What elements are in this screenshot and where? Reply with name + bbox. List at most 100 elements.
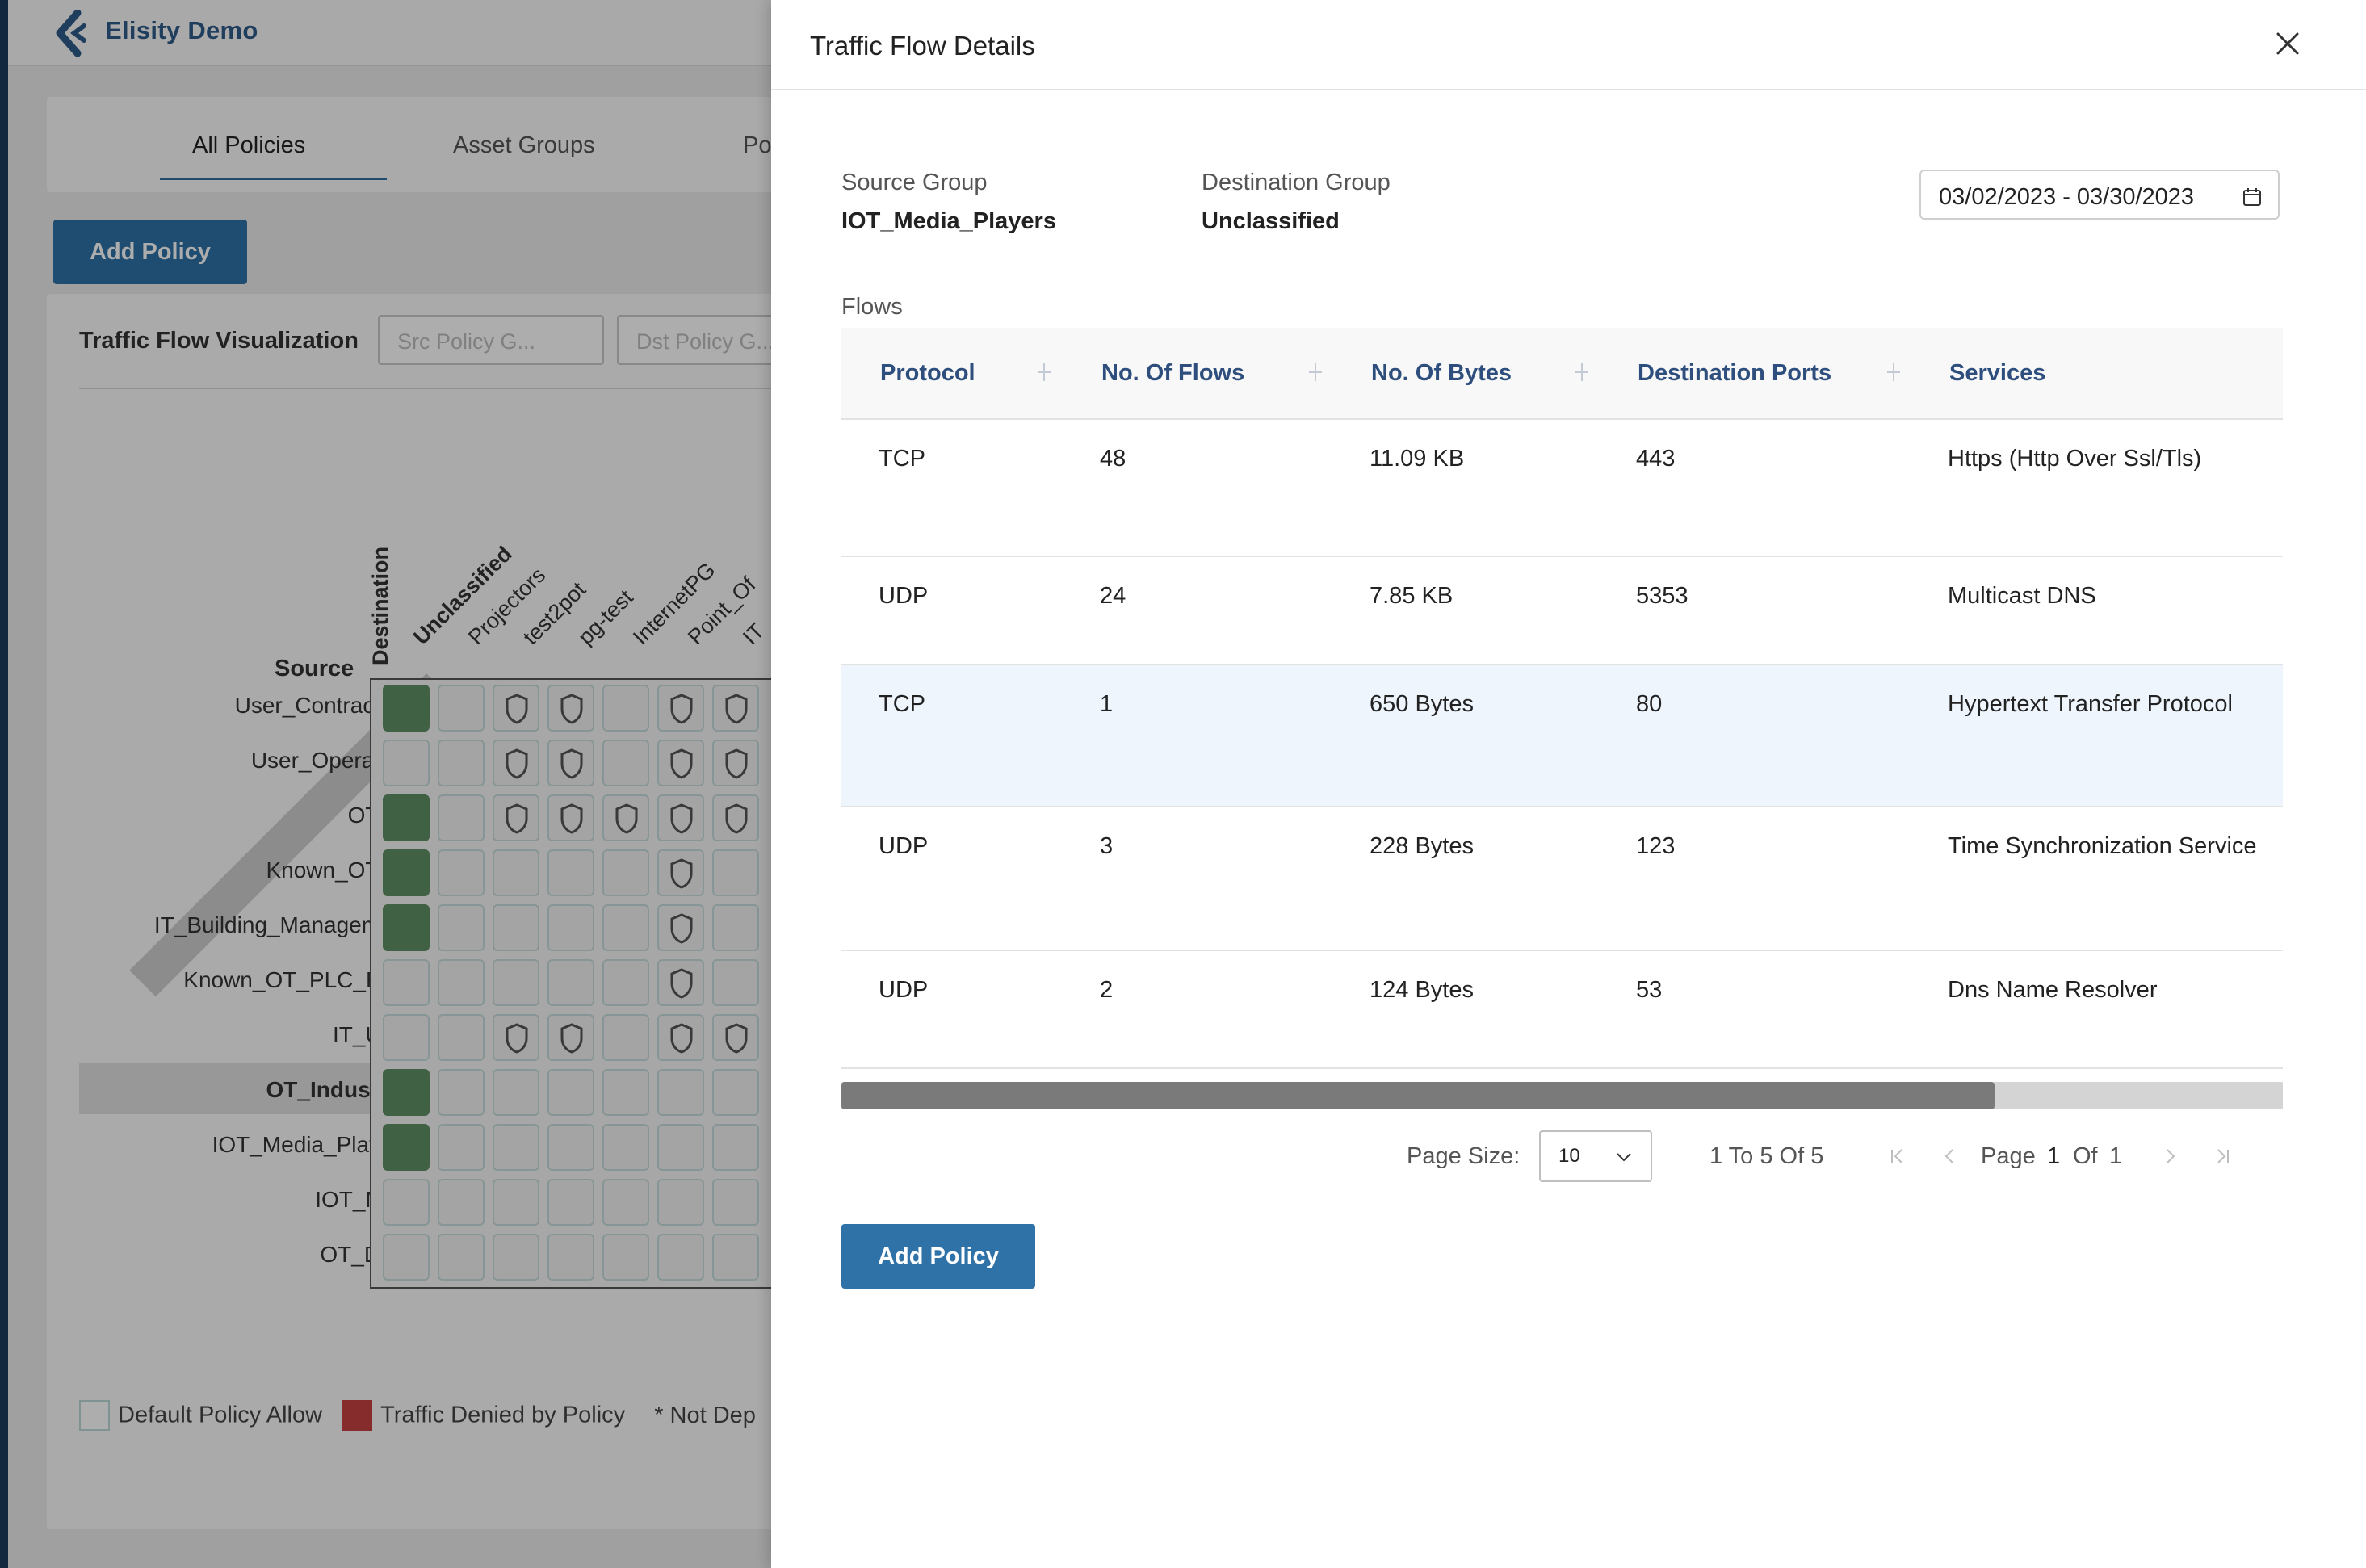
policy-cell-shield[interactable] — [712, 740, 759, 786]
policy-cell[interactable] — [712, 1069, 759, 1116]
policy-cell[interactable] — [438, 1179, 485, 1226]
policy-cell-shield[interactable] — [712, 1014, 759, 1061]
policy-cell[interactable] — [657, 1069, 704, 1116]
policy-cell[interactable] — [712, 1124, 759, 1171]
policy-cell[interactable] — [493, 904, 539, 951]
policy-cell[interactable] — [712, 1234, 759, 1281]
close-button[interactable] — [2267, 24, 2308, 65]
add-policy-button[interactable]: Add Policy — [53, 220, 247, 284]
table-row[interactable]: UDP 3 228 Bytes 123 Time Synchronization Ser… — [841, 807, 2283, 951]
policy-cell[interactable] — [383, 1014, 430, 1061]
horizontal-scrollbar[interactable] — [841, 1082, 2283, 1109]
dst-policy-group-filter[interactable]: Dst Policy G... — [617, 315, 774, 365]
policy-cell[interactable] — [438, 1234, 485, 1281]
policy-cell[interactable] — [657, 1234, 704, 1281]
policy-cell[interactable] — [602, 1179, 649, 1226]
policy-cell[interactable] — [493, 1179, 539, 1226]
policy-cell-shield[interactable] — [547, 740, 594, 786]
policy-cell-allowed[interactable] — [383, 794, 430, 841]
drawer-add-policy-button[interactable]: Add Policy — [841, 1224, 1035, 1289]
policy-cell[interactable] — [547, 904, 594, 951]
tab-all-policies[interactable]: All Policies — [192, 132, 306, 158]
policy-cell[interactable] — [657, 1124, 704, 1171]
column-header[interactable]: Services — [1949, 360, 2046, 386]
date-range-picker[interactable]: 03/02/2023 - 03/30/2023 — [1919, 170, 2280, 220]
policy-cell[interactable] — [438, 1014, 485, 1061]
modal-backdrop[interactable] — [0, 0, 771, 1568]
policy-cell[interactable] — [602, 904, 649, 951]
policy-cell-allowed[interactable] — [383, 904, 430, 951]
column-header[interactable]: No. Of Flows — [1101, 360, 1245, 386]
table-row[interactable]: TCP 1 650 Bytes 80 Hypertext Transfer Protoc… — [841, 665, 2283, 807]
policy-cell[interactable] — [712, 849, 759, 896]
policy-cell[interactable] — [547, 1234, 594, 1281]
page-size-select[interactable]: 10 — [1539, 1130, 1652, 1182]
policy-cell-shield[interactable] — [547, 1014, 594, 1061]
table-row[interactable]: TCP 48 11.09 KB 443 Https (Http Over Ssl/Tls… — [841, 420, 2283, 557]
policy-cell-shield[interactable] — [712, 794, 759, 841]
policy-cell-shield[interactable] — [547, 794, 594, 841]
policy-cell[interactable] — [547, 1124, 594, 1171]
policy-cell-shield[interactable] — [547, 685, 594, 732]
policy-cell-shield[interactable] — [493, 1014, 539, 1061]
policy-cell[interactable] — [602, 740, 649, 786]
matrix-row-label[interactable]: IT_Building_Management — [153, 912, 412, 937]
policy-cell[interactable] — [438, 1069, 485, 1116]
column-header[interactable]: No. Of Bytes — [1371, 360, 1512, 386]
policy-cell-shield[interactable] — [657, 904, 704, 951]
policy-cell[interactable] — [493, 1234, 539, 1281]
column-resize-icon[interactable] — [1885, 360, 1902, 384]
previous-page-button[interactable] — [1939, 1145, 1961, 1168]
policy-cell[interactable] — [712, 959, 759, 1006]
column-resize-icon[interactable] — [1573, 360, 1591, 384]
policy-cell[interactable] — [602, 959, 649, 1006]
policy-cell[interactable] — [602, 1014, 649, 1061]
policy-cell[interactable] — [383, 1234, 430, 1281]
tab-asset-groups[interactable]: Asset Groups — [453, 132, 595, 158]
policy-cell[interactable] — [438, 1124, 485, 1171]
policy-cell[interactable] — [383, 740, 430, 786]
policy-cell[interactable] — [438, 685, 485, 732]
tab-policy-truncated[interactable]: Po — [743, 132, 772, 158]
policy-cell[interactable] — [493, 1124, 539, 1171]
policy-cell-shield[interactable] — [493, 740, 539, 786]
column-header[interactable]: Protocol — [880, 360, 975, 386]
policy-cell[interactable] — [547, 1179, 594, 1226]
policy-cell[interactable] — [438, 959, 485, 1006]
policy-cell-allowed[interactable] — [383, 849, 430, 896]
policy-cell[interactable] — [602, 685, 649, 732]
policy-cell-allowed[interactable] — [383, 685, 430, 732]
policy-cell[interactable] — [547, 959, 594, 1006]
policy-cell[interactable] — [383, 1179, 430, 1226]
table-row[interactable]: UDP 2 124 Bytes 53 Dns Name Resolver — [841, 951, 2283, 1069]
policy-cell[interactable] — [438, 740, 485, 786]
policy-cell[interactable] — [602, 1069, 649, 1116]
policy-cell[interactable] — [602, 1124, 649, 1171]
policy-cell-shield[interactable] — [493, 794, 539, 841]
policy-cell[interactable] — [602, 1234, 649, 1281]
policy-cell[interactable] — [383, 959, 430, 1006]
policy-cell-shield[interactable] — [657, 740, 704, 786]
table-row[interactable]: UDP 24 7.85 KB 5353 Multicast DNS — [841, 557, 2283, 665]
policy-cell[interactable] — [602, 849, 649, 896]
policy-cell-shield[interactable] — [657, 794, 704, 841]
last-page-button[interactable] — [2212, 1145, 2234, 1168]
column-resize-icon[interactable] — [1307, 360, 1324, 384]
policy-cell[interactable] — [493, 849, 539, 896]
policy-cell[interactable] — [547, 849, 594, 896]
next-page-button[interactable] — [2158, 1145, 2181, 1168]
policy-cell[interactable] — [712, 904, 759, 951]
policy-cell[interactable] — [712, 1179, 759, 1226]
policy-cell[interactable] — [438, 794, 485, 841]
policy-cell[interactable] — [438, 849, 485, 896]
policy-cell[interactable] — [493, 1069, 539, 1116]
column-resize-icon[interactable] — [1035, 360, 1053, 384]
column-header[interactable]: Destination Ports — [1638, 360, 1832, 386]
policy-cell-shield[interactable] — [657, 1014, 704, 1061]
policy-cell[interactable] — [493, 959, 539, 1006]
policy-cell[interactable] — [438, 904, 485, 951]
policy-cell-shield[interactable] — [712, 685, 759, 732]
policy-cell-shield[interactable] — [657, 849, 704, 896]
policy-cell-shield[interactable] — [493, 685, 539, 732]
policy-cell[interactable] — [657, 1179, 704, 1226]
